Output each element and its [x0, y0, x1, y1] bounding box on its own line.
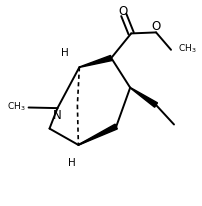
Text: O: O: [118, 5, 127, 18]
Text: CH$_3$: CH$_3$: [178, 42, 197, 55]
Polygon shape: [78, 124, 117, 145]
Text: H: H: [67, 158, 75, 168]
Text: O: O: [152, 20, 161, 33]
Polygon shape: [79, 55, 112, 67]
Text: H: H: [61, 48, 68, 58]
Text: N: N: [53, 109, 62, 122]
Polygon shape: [130, 88, 158, 107]
Text: CH$_3$: CH$_3$: [7, 100, 26, 113]
